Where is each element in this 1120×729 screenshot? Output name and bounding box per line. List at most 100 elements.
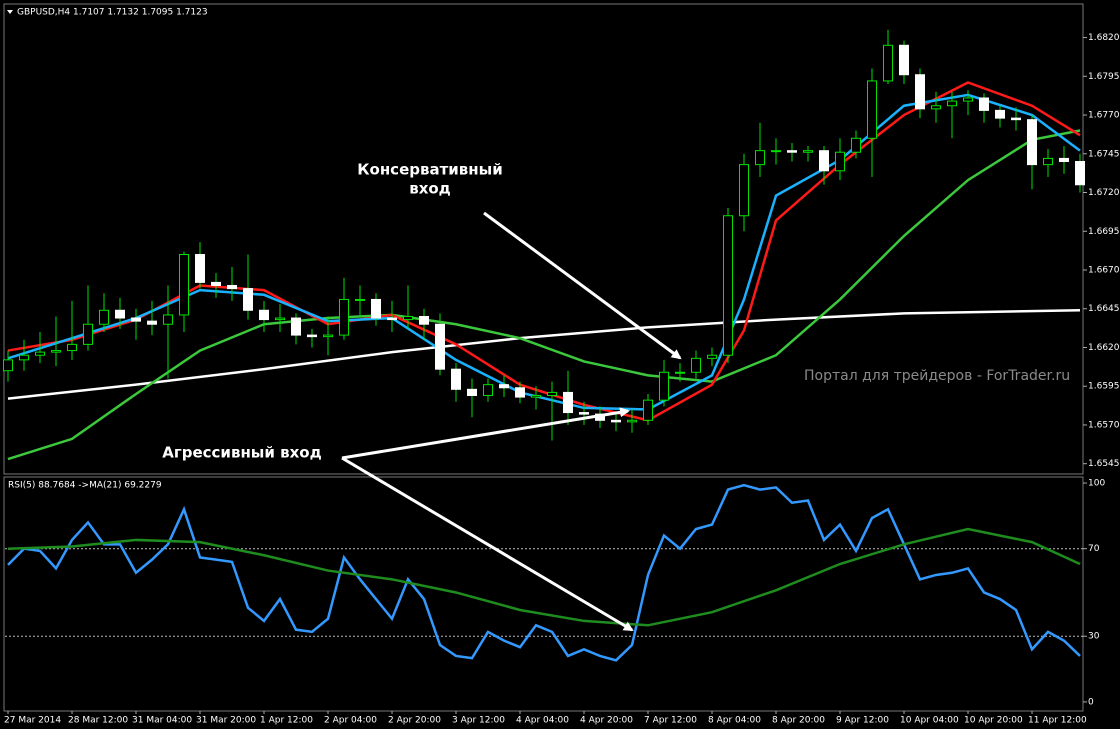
candle-body	[707, 354, 717, 359]
x-tick-label: 31 Mar 04:00	[132, 716, 192, 726]
candle-body	[275, 317, 285, 321]
y-tick-label: 1.6595	[1088, 382, 1120, 392]
arrow	[341, 407, 630, 460]
x-tick-label: 28 Mar 12:00	[68, 716, 128, 726]
y-tick-label: 1.6820	[1088, 33, 1120, 43]
candle-body	[1027, 119, 1037, 166]
candle-body	[339, 298, 349, 336]
candle-body	[19, 354, 29, 361]
annotation: вход	[409, 180, 451, 198]
candle-body	[67, 343, 77, 352]
candle-body	[3, 359, 13, 372]
candle-body	[755, 150, 765, 166]
annotation: Агрессивный вход	[162, 444, 321, 462]
line	[7, 527, 1081, 627]
y-tick-label: 1.6695	[1088, 227, 1120, 237]
candle-body	[979, 97, 989, 111]
line	[7, 483, 1081, 662]
candle-body	[51, 350, 61, 353]
candle-body	[387, 317, 397, 321]
y-tick-label: 1.6795	[1088, 72, 1120, 82]
candle-body	[147, 320, 157, 325]
candle-body	[867, 80, 877, 139]
candle-body	[1075, 161, 1085, 186]
x-tick-label: 27 Mar 2014	[4, 716, 61, 726]
candle-body	[739, 164, 749, 217]
x-tick-label: 10 Apr 20:00	[964, 716, 1023, 726]
y-tick-label: 0	[1088, 697, 1094, 707]
candle-body	[659, 371, 669, 401]
candle-body	[851, 137, 861, 153]
x-tick-label: 2 Apr 04:00	[324, 716, 377, 726]
candle-body	[435, 323, 445, 370]
candle-body	[259, 309, 269, 321]
arrow	[483, 211, 682, 360]
candle-body	[371, 298, 381, 319]
candle-body	[675, 371, 685, 374]
candle-body	[291, 317, 301, 336]
y-tick-label: 1.6745	[1088, 149, 1120, 159]
candle-body	[179, 253, 189, 316]
candle-body	[99, 309, 109, 325]
rsi-panel	[3, 476, 1084, 712]
arrow	[341, 456, 634, 632]
line	[7, 129, 1081, 461]
candle-body	[787, 150, 797, 153]
y-tick-label: 30	[1088, 632, 1100, 642]
candle-body	[1059, 157, 1069, 163]
x-tick-label: 7 Apr 12:00	[644, 716, 697, 726]
x-tick-label: 3 Apr 12:00	[452, 716, 505, 726]
x-tick-label: 8 Apr 20:00	[772, 716, 825, 726]
y-tick-label: 1.6670	[1088, 265, 1120, 275]
candle-body	[467, 388, 477, 397]
watermark: Портал для трейдеров - ForTrader.ru	[804, 368, 1070, 384]
candle-body	[579, 412, 589, 415]
x-tick-label: 4 Apr 20:00	[580, 716, 633, 726]
candle-body	[915, 74, 925, 110]
candle-body	[563, 391, 573, 414]
candle-body	[419, 315, 429, 325]
rsi-header: RSI(5) 88.7684 ->MA(21) 69.2279	[8, 481, 162, 491]
candle-body	[819, 150, 829, 172]
candle-body	[963, 97, 973, 102]
y-tick-label: 100	[1088, 479, 1105, 489]
x-tick-label: 2 Apr 20:00	[388, 716, 441, 726]
menu-triangle	[7, 10, 13, 14]
annotation: Консервативный	[357, 161, 502, 179]
candle-body	[1011, 117, 1021, 121]
x-tick-label: 4 Apr 04:00	[516, 716, 569, 726]
candle-body	[211, 281, 221, 286]
candle-body	[483, 384, 493, 397]
candle-body	[515, 387, 525, 398]
symbol-header: GBPUSD,H4 1.7107 1.7132 1.7095 1.7123	[17, 8, 208, 18]
x-tick-label: 10 Apr 04:00	[900, 716, 959, 726]
candle-body	[899, 44, 909, 76]
candle-body	[227, 284, 237, 290]
candle-body	[547, 391, 557, 397]
x-tick-label: 8 Apr 04:00	[708, 716, 761, 726]
candle-body	[307, 334, 317, 338]
candle-body	[243, 288, 253, 311]
candle-body	[355, 298, 365, 301]
y-tick-label: 1.6570	[1088, 420, 1120, 430]
price-panel	[3, 3, 1084, 475]
candle-body	[195, 253, 205, 283]
y-tick-label: 1.6545	[1088, 459, 1120, 469]
x-tick-label: 1 Apr 12:00	[260, 716, 313, 726]
candle-body	[35, 351, 45, 356]
candle-body	[803, 150, 813, 153]
candle-body	[771, 150, 781, 153]
candle-body	[723, 215, 733, 356]
candle-body	[83, 323, 93, 345]
candle-body	[131, 317, 141, 322]
y-tick-label: 70	[1088, 544, 1100, 554]
x-tick-label: 31 Mar 20:00	[196, 716, 256, 726]
candle-body	[931, 105, 941, 110]
x-tick-label: 11 Apr 12:00	[1028, 716, 1087, 726]
candle-body	[163, 314, 173, 325]
y-tick-label: 1.6770	[1088, 111, 1120, 121]
candle-body	[403, 315, 413, 321]
y-tick-label: 1.6645	[1088, 304, 1120, 314]
